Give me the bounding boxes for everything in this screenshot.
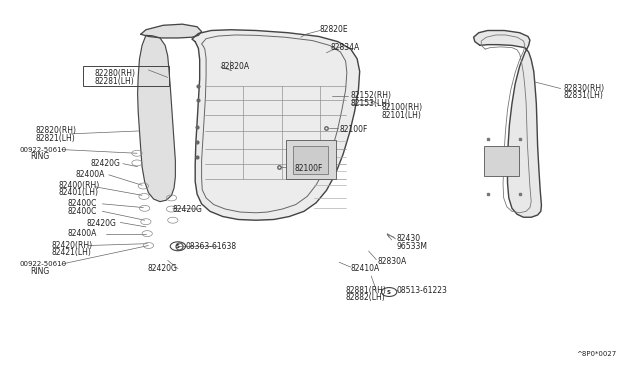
Polygon shape bbox=[192, 30, 360, 220]
FancyBboxPatch shape bbox=[293, 146, 328, 174]
Text: 82280(RH): 82280(RH) bbox=[95, 69, 136, 78]
FancyBboxPatch shape bbox=[286, 140, 336, 179]
Text: 82400A: 82400A bbox=[76, 170, 105, 179]
Text: RING: RING bbox=[31, 267, 50, 276]
Text: 82281(LH): 82281(LH) bbox=[95, 77, 134, 86]
Text: 08363-61638: 08363-61638 bbox=[186, 242, 237, 251]
Text: 82831(LH): 82831(LH) bbox=[563, 92, 603, 100]
Text: 82830A: 82830A bbox=[378, 257, 407, 266]
Text: RING: RING bbox=[31, 153, 50, 161]
Text: 82820(RH): 82820(RH) bbox=[35, 126, 76, 135]
Text: 82400C: 82400C bbox=[67, 207, 97, 216]
Text: 82820A: 82820A bbox=[221, 62, 250, 71]
Text: 82821(LH): 82821(LH) bbox=[35, 134, 75, 143]
Text: 82410A: 82410A bbox=[351, 264, 380, 273]
Text: S: S bbox=[176, 244, 180, 249]
Text: 82101(LH): 82101(LH) bbox=[381, 111, 421, 120]
Text: 00922-50610: 00922-50610 bbox=[19, 147, 67, 153]
Text: 82400A: 82400A bbox=[67, 229, 97, 238]
Text: 82152(RH): 82152(RH) bbox=[350, 92, 391, 100]
Polygon shape bbox=[474, 31, 541, 217]
Text: ^8P0*0027: ^8P0*0027 bbox=[576, 351, 616, 357]
Polygon shape bbox=[141, 24, 202, 38]
Text: 82881(RH): 82881(RH) bbox=[346, 286, 387, 295]
FancyBboxPatch shape bbox=[484, 146, 519, 176]
Text: 96533M: 96533M bbox=[397, 242, 428, 251]
Text: 82100F: 82100F bbox=[294, 164, 323, 173]
Text: 82830(RH): 82830(RH) bbox=[563, 84, 604, 93]
Text: 82882(LH): 82882(LH) bbox=[346, 293, 385, 302]
Text: 82420G: 82420G bbox=[173, 205, 203, 214]
Text: 82100(RH): 82100(RH) bbox=[381, 103, 422, 112]
Text: 82834A: 82834A bbox=[330, 43, 360, 52]
Text: 82421(LH): 82421(LH) bbox=[51, 248, 91, 257]
Text: 82430: 82430 bbox=[397, 234, 421, 243]
Text: 82420G: 82420G bbox=[91, 159, 121, 168]
Text: S: S bbox=[387, 289, 391, 295]
Text: 82153(LH): 82153(LH) bbox=[350, 99, 390, 108]
Text: 82400(RH): 82400(RH) bbox=[59, 181, 100, 190]
Text: 82100F: 82100F bbox=[339, 125, 367, 134]
Text: 82420(RH): 82420(RH) bbox=[51, 241, 92, 250]
Text: 82420G: 82420G bbox=[86, 219, 116, 228]
Text: 82420G: 82420G bbox=[147, 264, 177, 273]
Text: 82820E: 82820E bbox=[320, 25, 349, 34]
Polygon shape bbox=[138, 35, 175, 202]
Text: 82401(LH): 82401(LH) bbox=[59, 188, 99, 197]
Text: 00922-50610: 00922-50610 bbox=[19, 261, 67, 267]
Text: 82400C: 82400C bbox=[67, 199, 97, 208]
Text: 08513-61223: 08513-61223 bbox=[397, 286, 447, 295]
